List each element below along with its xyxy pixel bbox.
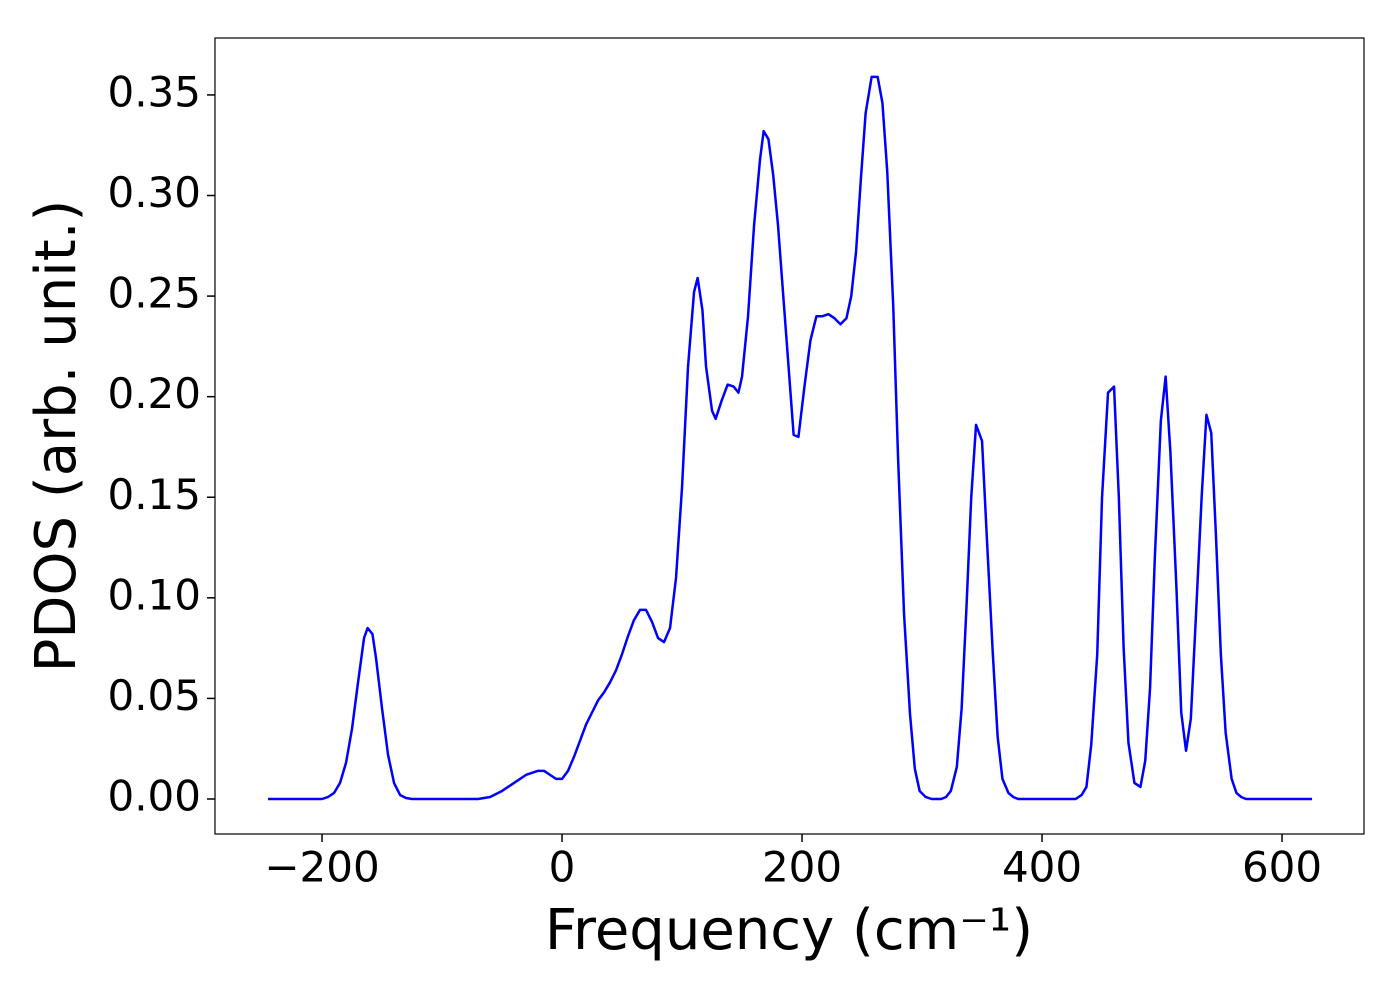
y-tick-label: 0.00 — [107, 771, 201, 820]
x-tick-label: 200 — [762, 843, 842, 892]
y-axis-label: PDOS (arb. unit.) — [24, 200, 89, 673]
x-tick-label: 600 — [1242, 843, 1322, 892]
plot-frame — [214, 37, 1365, 835]
y-tick-label: 0.30 — [107, 168, 201, 217]
x-tick-label: 0 — [549, 843, 576, 892]
y-tick-label: 0.20 — [107, 369, 201, 418]
y-tick-label: 0.15 — [107, 470, 201, 519]
x-tick-label: −200 — [264, 843, 379, 892]
x-tick-label: 400 — [1002, 843, 1082, 892]
y-tick-label: 0.25 — [107, 269, 201, 318]
y-tick-label: 0.05 — [107, 671, 201, 720]
line — [268, 75, 1313, 801]
y-tick-label: 0.10 — [107, 570, 201, 619]
y-tick-label: 0.35 — [107, 67, 201, 116]
x-axis-label: Frequency (cm⁻¹) — [545, 898, 1033, 963]
